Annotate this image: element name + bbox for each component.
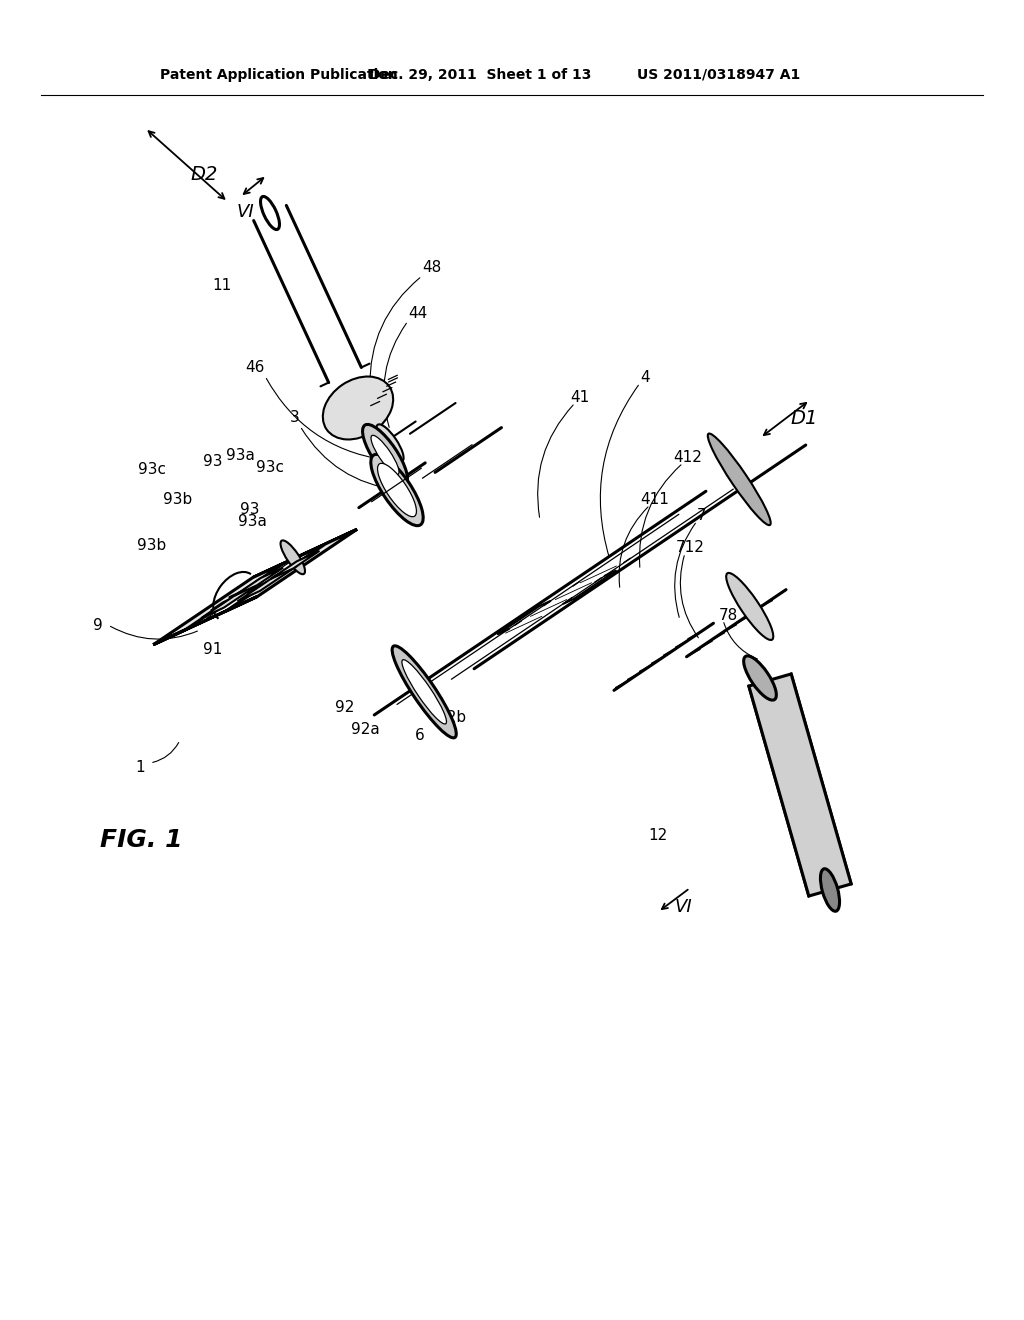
Text: VI: VI	[674, 898, 692, 916]
Text: FIG. 1: FIG. 1	[100, 828, 182, 851]
Text: 93: 93	[241, 503, 260, 517]
Text: 3: 3	[290, 411, 300, 425]
Text: 4: 4	[640, 371, 650, 385]
Text: VI: VI	[237, 203, 254, 220]
Text: 41: 41	[570, 391, 590, 405]
Text: D1: D1	[790, 408, 817, 428]
Polygon shape	[211, 598, 230, 610]
Text: 91: 91	[204, 643, 222, 657]
Ellipse shape	[377, 424, 403, 462]
Polygon shape	[270, 550, 319, 579]
Text: D2: D2	[190, 165, 217, 185]
Text: Patent Application Publication: Patent Application Publication	[160, 69, 397, 82]
Text: US 2011/0318947 A1: US 2011/0318947 A1	[637, 69, 800, 82]
Text: 93b: 93b	[164, 492, 193, 507]
Ellipse shape	[362, 425, 408, 486]
Text: 712: 712	[676, 540, 705, 556]
Text: 93b: 93b	[137, 537, 167, 553]
Text: 92: 92	[335, 701, 354, 715]
Text: 93a: 93a	[238, 515, 266, 529]
Ellipse shape	[371, 454, 423, 525]
Ellipse shape	[323, 376, 393, 440]
Text: 93c: 93c	[138, 462, 166, 478]
Text: 411: 411	[641, 492, 670, 507]
Ellipse shape	[392, 645, 457, 738]
Polygon shape	[234, 568, 284, 595]
Polygon shape	[238, 566, 298, 602]
Text: 7: 7	[697, 508, 707, 524]
Text: 9: 9	[93, 618, 102, 632]
Polygon shape	[226, 529, 357, 611]
Ellipse shape	[281, 540, 305, 574]
Polygon shape	[154, 562, 285, 644]
Text: Dec. 29, 2011  Sheet 1 of 13: Dec. 29, 2011 Sheet 1 of 13	[369, 69, 591, 82]
Text: 44: 44	[409, 305, 428, 321]
Ellipse shape	[743, 656, 776, 700]
Text: 46: 46	[246, 360, 264, 375]
Text: 93c: 93c	[256, 461, 284, 475]
Polygon shape	[247, 582, 266, 594]
Polygon shape	[749, 675, 851, 896]
Text: 92a: 92a	[350, 722, 379, 738]
Text: 412: 412	[674, 450, 702, 466]
Text: 6: 6	[415, 727, 425, 742]
Ellipse shape	[260, 197, 280, 230]
Text: 1: 1	[135, 760, 144, 776]
Text: 11: 11	[212, 277, 231, 293]
Ellipse shape	[401, 660, 446, 723]
Text: 12: 12	[648, 828, 668, 842]
Text: 93: 93	[203, 454, 223, 470]
Ellipse shape	[820, 869, 840, 911]
Polygon shape	[253, 529, 357, 578]
Ellipse shape	[708, 433, 771, 525]
Ellipse shape	[726, 573, 773, 640]
Text: 78: 78	[719, 607, 737, 623]
Polygon shape	[154, 597, 258, 644]
Polygon shape	[201, 582, 261, 618]
Text: 93a: 93a	[225, 447, 254, 462]
Text: 92b: 92b	[437, 710, 467, 726]
Ellipse shape	[371, 436, 399, 475]
Ellipse shape	[378, 463, 417, 516]
Text: 48: 48	[422, 260, 441, 276]
